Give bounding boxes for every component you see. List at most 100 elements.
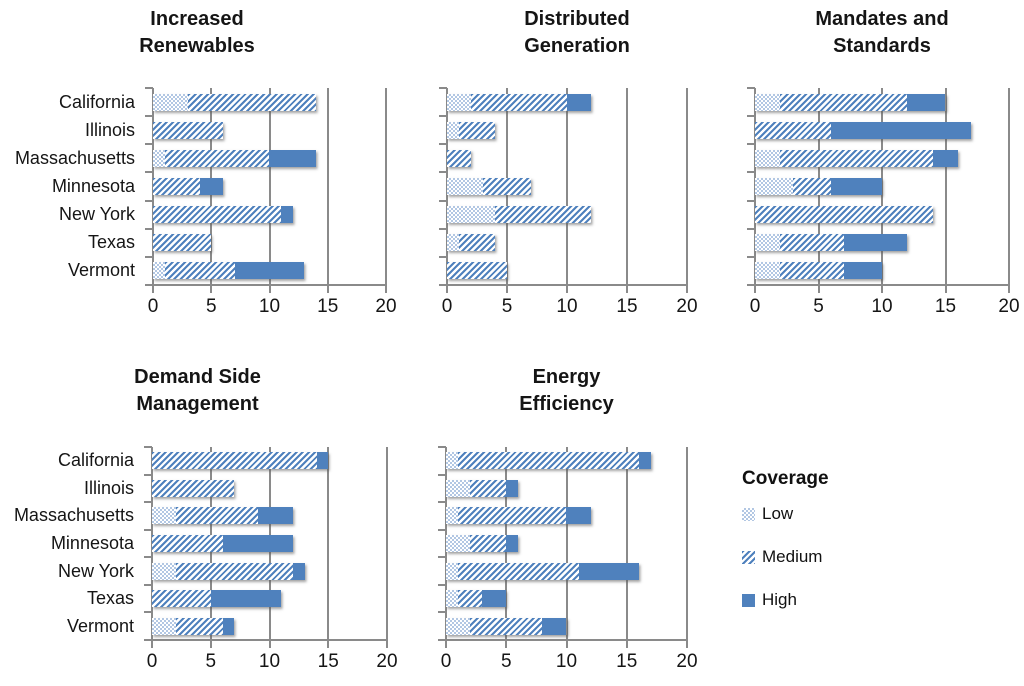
bar-segment-low [755,177,794,195]
bar-segment-medium [152,452,317,470]
bar-segment-low [446,590,459,608]
x-tick-label: 5 [500,651,512,672]
stacked-bar [446,562,639,580]
bar-segment-medium [470,617,543,635]
bar-segment-low [152,507,176,525]
x-tick-label: 5 [813,296,824,317]
x-tick-label: 10 [258,296,281,317]
gridline [881,88,883,293]
bar-segment-high [222,617,235,635]
bar-segment-low [447,234,459,252]
stacked-bar [755,149,959,167]
x-tick-label: 0 [146,651,158,672]
bar-segment-medium [780,262,844,280]
bar-segment-high [257,507,293,525]
gridline [625,447,628,648]
bar-row-california [152,447,387,475]
gridline [386,447,388,648]
category-label: Texas [87,232,135,253]
bar-segment-medium [153,234,212,252]
bar-segment-medium [458,452,639,470]
y-axis-tick [438,528,446,531]
chart-title-line2: Renewables [139,35,255,57]
high-pattern-swatch [742,593,755,607]
x-tick-label: 20 [375,296,397,317]
legend-item-high: High [742,590,922,610]
bar-segment-low [755,262,781,280]
chart-title: Demand Side Management [8,364,387,418]
x-axis-tick-labels: 0 5 10 15 20 [442,292,698,317]
y-axis-tick [144,639,152,641]
legend-item-medium: Medium [742,547,922,567]
chart-title-line2: Standards [833,35,931,57]
bar-row-vermont [153,257,386,285]
y-axis-tick [144,501,152,504]
legend-title: Coverage [742,468,829,489]
bar-row-texas [152,585,387,613]
x-axis-line [446,284,688,286]
chart-title-line2: Generation [524,35,630,57]
y-axis-tick [747,199,755,202]
y-axis-tick [145,255,153,258]
chart-title-line2: Management [136,393,259,415]
bar-segment-medium [447,262,507,280]
bar-row-california [447,88,687,116]
stacked-bar [755,206,933,224]
bar-segment-medium [447,149,471,167]
y-axis-tick [145,171,153,174]
gridline [626,88,628,293]
stacked-bar [153,177,223,195]
bar-segment-medium [793,177,832,195]
y-axis-tick [145,227,153,230]
y-axis-tick [438,473,446,476]
y-axis-tick [747,87,755,89]
y-axis-tick [145,87,153,89]
stacked-bar [447,121,495,139]
x-axis-tick-labels: 0 5 10 15 20 [148,292,397,317]
bar-segment-high [506,534,519,552]
bar-segment-high [482,590,507,608]
stacked-bar [447,234,495,252]
y-axis-tick [747,143,755,146]
chart-mandates-and-standards: Mandates and Standards 0 5 10 15 20 [747,6,1020,326]
x-tick-label: 15 [317,296,339,317]
bar-segment-low [153,262,165,280]
stacked-bar [153,121,223,139]
y-axis-tick [439,255,447,258]
bar-segment-medium [458,590,483,608]
bar-segment-medium [175,507,258,525]
chart-title-line2: Efficiency [519,393,614,415]
category-label: Minnesota [51,175,135,196]
bar-segment-medium [164,262,235,280]
stacked-bar [153,262,305,280]
bar-segment-high [542,617,567,635]
legend-label: High [762,590,797,609]
x-axis-tick-labels: 0 5 10 15 20 [750,292,1020,317]
y-axis-tick [145,115,153,118]
category-label: New York [57,560,134,581]
bar-segment-medium [153,177,200,195]
bar-row-illinois [446,475,687,503]
x-axis-tick-labels: 0 5 10 15 20 [441,647,698,672]
gridline [686,88,688,293]
x-axis-line [754,284,1010,286]
bar-row-illinois [153,116,386,144]
y-axis-tick [439,171,447,174]
bar-segment-low [446,617,471,635]
category-label: Illinois [84,119,135,140]
bar-row-minnesota [152,530,387,558]
stacked-bar [446,452,651,470]
y-axis-tick [144,473,152,476]
legend-item-low: Low [742,504,922,524]
gridline [944,88,947,293]
x-tick-label: 5 [205,296,217,317]
stacked-bar [446,617,567,635]
y-axis-tick [438,446,446,448]
bar-row-illinois [755,116,1009,144]
bar-segment-high [210,590,282,608]
bar-segment-high [269,149,317,167]
bar-segment-high [932,149,959,167]
x-tick-label: 5 [205,651,217,672]
gridline [385,88,387,293]
bar-segment-high [316,452,329,470]
